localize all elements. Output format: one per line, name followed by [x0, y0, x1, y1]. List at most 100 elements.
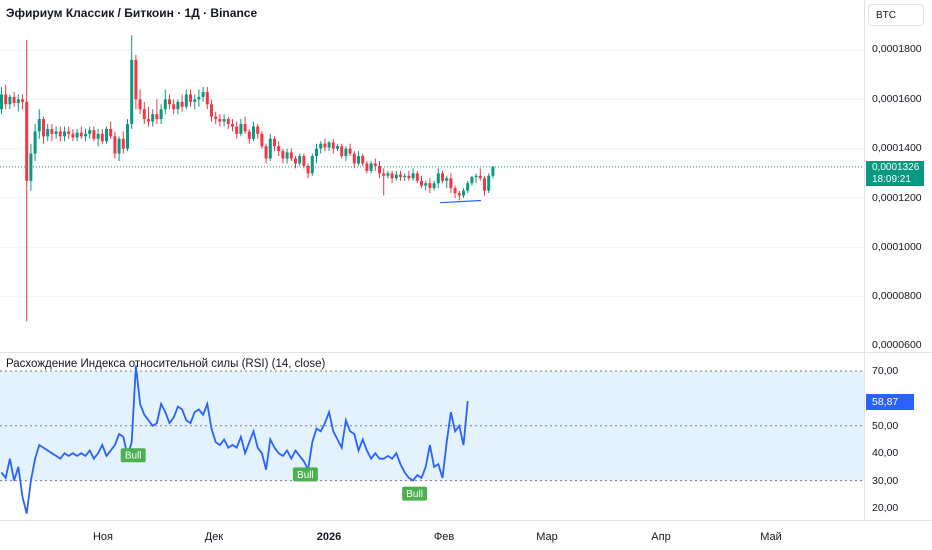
rsi-tick: 40,00 [872, 447, 899, 459]
price-tick: 0,0000800 [872, 290, 922, 302]
candle-body [264, 146, 268, 159]
candle-body [407, 175, 411, 179]
candle-body [424, 183, 428, 186]
bar-countdown: 18:09:21 [872, 174, 911, 185]
candle-body [130, 59, 134, 124]
candle-body [151, 114, 155, 122]
candle-body [25, 101, 29, 181]
candle-body [16, 99, 20, 104]
candle-body [37, 119, 41, 132]
candle-body [50, 128, 54, 134]
bull-label-text: Bull [297, 470, 314, 481]
candle-body [373, 163, 377, 166]
candle-body [323, 143, 327, 148]
candle-body [67, 131, 71, 134]
candle-body [247, 131, 251, 139]
candle-body [105, 128, 108, 142]
candle-body [172, 104, 176, 110]
price-tick: 0,0000600 [872, 339, 922, 351]
candle-body [100, 133, 104, 142]
rsi-line [0, 365, 469, 514]
candle-body [184, 94, 188, 107]
candle-body [445, 178, 449, 181]
candle-body [331, 142, 335, 149]
candle-body [453, 188, 457, 194]
candle-body [33, 131, 37, 154]
candle-body [96, 133, 100, 139]
candle-body [466, 183, 470, 191]
price-tick: 0,0001800 [872, 43, 922, 55]
rsi-tick: 20,00 [872, 502, 899, 514]
candle-body [483, 178, 486, 191]
candle-body [348, 148, 352, 154]
bull-label [120, 448, 146, 463]
candle-body [180, 101, 184, 107]
candle-body [470, 177, 474, 184]
time-tick: Фев [433, 531, 455, 543]
time-tick: Дек [204, 531, 224, 543]
candle-body [357, 156, 360, 164]
price-tick: 0,0001000 [872, 241, 922, 253]
candle-body [231, 124, 234, 127]
candle-body [113, 136, 117, 154]
rsi-current-value: 58,87 [866, 394, 914, 410]
candle-body [420, 180, 423, 186]
candle-body [399, 174, 402, 178]
candle-body [306, 165, 310, 174]
candle-body [222, 119, 226, 122]
candle-body [243, 124, 247, 132]
support-trendline [439, 199, 482, 204]
chart-title: Эфириум Классик / Биткоин · 1Д · Binance [6, 6, 258, 20]
candle-body [428, 183, 432, 189]
candle-body [260, 133, 264, 147]
candle-body [432, 183, 436, 189]
candle-body [277, 146, 281, 152]
candle-body [205, 91, 209, 105]
price-tick: 0,0001400 [872, 142, 922, 154]
candle-body [75, 132, 79, 138]
currency-button[interactable]: BTC [868, 4, 924, 26]
price-tick: 0,0001600 [872, 93, 922, 105]
candle-body [352, 153, 356, 164]
candle-body [378, 165, 381, 174]
candle-body [109, 128, 113, 137]
candle-body [71, 133, 75, 138]
candle-body [487, 175, 491, 191]
candle-body [411, 173, 415, 179]
last-price-label: 0,0001326 18:09:21 [866, 161, 924, 186]
rsi-title[interactable]: Расхождение Индекса относительной силы (… [6, 358, 326, 370]
time-axis-divider [0, 520, 932, 521]
candle-body [201, 91, 205, 97]
candle-body [117, 138, 121, 154]
candle-body [176, 101, 180, 110]
candle-body [163, 99, 167, 110]
candle-body [142, 109, 146, 120]
candle-body [12, 96, 16, 104]
candle-body [294, 158, 297, 164]
candle-body [281, 151, 285, 159]
candle-body [121, 138, 125, 149]
candle-body [197, 96, 201, 100]
price-axis-divider [864, 0, 865, 520]
candle-body [239, 124, 243, 134]
candle-body [134, 59, 138, 100]
bull-label [402, 486, 428, 501]
candle-body [344, 148, 348, 157]
candle-body [449, 178, 453, 189]
pane-divider[interactable] [0, 352, 932, 353]
candle-body [340, 146, 344, 157]
candle-body [126, 124, 129, 149]
bull-label-text: Bull [406, 489, 423, 500]
candle-body [226, 119, 230, 124]
candle-body [394, 174, 398, 179]
candle-body [256, 126, 260, 134]
candle-body [252, 126, 255, 139]
candle-body [79, 132, 83, 137]
candle-body [58, 131, 62, 137]
candle-body [474, 175, 478, 178]
candle-body [289, 152, 293, 159]
price-tick: 0,0001200 [872, 192, 922, 204]
candle-body [382, 173, 386, 176]
candle-body [214, 116, 218, 120]
